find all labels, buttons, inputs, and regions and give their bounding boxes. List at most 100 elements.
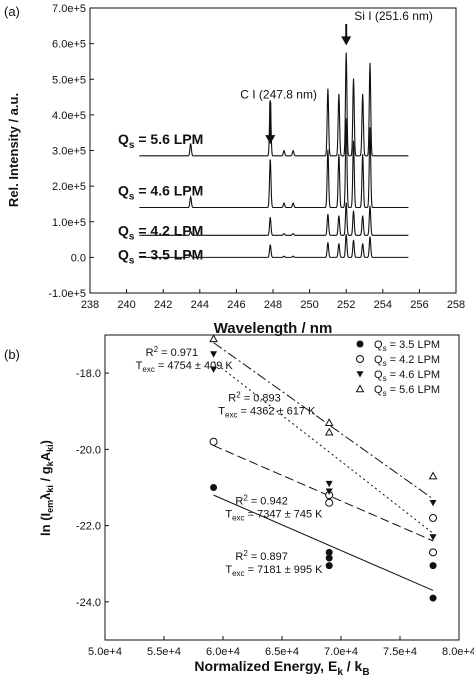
data-point-filled-triangle — [356, 371, 364, 378]
regression-line — [213, 445, 434, 542]
series-label: Qs = 5.6 LPM — [118, 131, 203, 151]
y-tick-label: 4.0e+5 — [52, 110, 86, 122]
y-tick-label: 7.0e+5 — [52, 3, 86, 15]
regression-line — [213, 361, 434, 534]
excitation-temperature-label: Texc = 4754 ± 409 K — [136, 360, 234, 374]
series-label: Qs = 3.5 LPM — [118, 247, 203, 267]
x-tick-label: 246 — [227, 299, 245, 311]
y-tick-label: -20.0 — [76, 444, 101, 456]
r-squared-label: R2 = 0.893 — [228, 391, 280, 405]
data-point-open-triangle — [209, 334, 218, 343]
legend-entry: Qs = 5.6 LPM — [374, 384, 440, 398]
legend-entry: Qs = 3.5 LPM — [374, 339, 440, 353]
peak-annotation: Si I (251.6 nm) — [354, 9, 433, 23]
data-point-filled-triangle — [210, 351, 218, 358]
data-point-filled-circle — [429, 562, 437, 570]
data-point-open-circle — [325, 498, 334, 507]
panel-b-y-axis-label: ln (Iemλki / gkAki) — [38, 440, 55, 536]
x-tick-label: 242 — [154, 299, 172, 311]
panel-a-label: (a) — [4, 4, 20, 19]
y-tick-label: 0.0 — [71, 252, 86, 264]
spectrum-line — [139, 52, 409, 157]
panel-b-x-axis-label: Normalized Energy, Ek / kB — [194, 658, 369, 677]
y-tick-label: -24.0 — [76, 597, 101, 609]
data-point-open-circle — [429, 548, 438, 557]
x-tick-label: 7.0e+4 — [324, 646, 358, 658]
y-tick-label: 6.0e+5 — [52, 39, 86, 51]
x-tick-label: 248 — [264, 299, 282, 311]
spectrum-line — [139, 202, 409, 236]
data-point-filled-circle — [325, 562, 333, 570]
x-tick-label: 250 — [300, 299, 318, 311]
x-tick-label: 258 — [447, 299, 465, 311]
x-tick-label: 256 — [410, 299, 428, 311]
panel-a-spectrum-chart: (a) 238 240 242 244 246 248 250 252 254 256 258 -1.… — [4, 3, 465, 337]
x-tick-label: 7.5e+4 — [383, 646, 417, 658]
excitation-temperature-label: Texc = 7347 ± 745 K — [225, 509, 323, 523]
y-tick-label: 5.0e+5 — [52, 74, 86, 86]
y-tick-label: 3.0e+5 — [52, 146, 86, 158]
data-point-open-triangle — [355, 384, 365, 393]
data-point-open-circle — [429, 514, 438, 522]
panel-a-x-axis-label: Wavelength / nm — [214, 320, 333, 337]
spectrum-line — [139, 234, 409, 258]
data-point-filled-triangle — [210, 366, 218, 373]
data-point-filled-triangle — [325, 488, 333, 495]
data-point-filled-triangle — [429, 534, 437, 541]
data-point-open-triangle — [324, 418, 334, 426]
x-tick-label: 254 — [374, 299, 392, 311]
regression-line — [213, 342, 434, 500]
y-tick-label: -18.0 — [76, 368, 101, 380]
x-tick-label: 252 — [337, 299, 355, 311]
r-squared-label: R2 = 0.897 — [235, 549, 287, 563]
panel-a-series-labels: Qs = 5.6 LPM Qs = 4.6 LPM Qs = 4.2 LPM Qs =… — [118, 131, 203, 267]
spectrum-line — [139, 118, 409, 209]
r-squared-label: R2 = 0.971 — [146, 345, 198, 359]
x-tick-label: 6.0e+4 — [206, 646, 240, 658]
y-tick-label: -1.0e+5 — [48, 288, 86, 300]
series-label: Qs = 4.6 LPM — [118, 182, 203, 202]
y-tick-label: 2.0e+5 — [52, 181, 86, 193]
panel-b-fit-lines — [213, 342, 434, 591]
x-tick-label: 240 — [117, 299, 135, 311]
y-tick-label: -22.0 — [76, 521, 101, 533]
excitation-temperature-label: Texc = 4362 ± 617 K — [218, 406, 316, 420]
data-point-filled-circle — [429, 594, 437, 602]
panel-b-data-points — [209, 334, 438, 602]
data-point-filled-circle — [325, 554, 333, 562]
panel-a-axes: 238 240 242 244 246 248 250 252 254 256 258 -1.0e+5… — [48, 3, 465, 311]
data-point-filled-triangle — [325, 480, 333, 488]
legend-entry: Qs = 4.6 LPM — [374, 369, 440, 383]
annotation-arrow-head — [265, 135, 276, 145]
data-point-open-circle — [356, 355, 364, 363]
annotation-arrow-head — [341, 36, 352, 46]
data-point-open-triangle — [428, 471, 438, 480]
regression-line — [213, 494, 434, 591]
panel-a-spectra — [139, 52, 409, 258]
peak-annotation: C I (247.8 nm) — [240, 87, 317, 101]
x-tick-label: 8.0e+4 — [442, 646, 474, 658]
x-tick-label: 238 — [81, 299, 99, 311]
panel-a-y-axis-label: Rel. Intensity / a.u. — [6, 93, 21, 207]
series-label: Qs = 4.2 LPM — [118, 223, 203, 243]
x-tick-label: 5.5e+4 — [147, 646, 181, 658]
data-point-filled-circle — [210, 484, 218, 491]
data-point-filled-circle — [356, 340, 364, 348]
x-tick-label: 6.5e+4 — [265, 646, 299, 658]
legend-entry: Qs = 4.2 LPM — [374, 354, 440, 368]
y-tick-label: 1.0e+5 — [52, 217, 86, 229]
excitation-temperature-label: Texc = 7181 ± 995 K — [225, 564, 323, 578]
x-tick-label: 5.0e+4 — [88, 646, 122, 658]
r-squared-label: R2 = 0.942 — [235, 494, 287, 508]
panel-b-boltzmann-plot: (b) 5.0e+4 5.5e+4 6.0e+4 6.5e+4 7.0e+4 7.5e+4… — [4, 334, 474, 677]
panel-b-label: (b) — [4, 347, 20, 362]
panel-a-annotations: C I (247.8 nm) Si I (251.6 nm) — [240, 9, 433, 145]
data-point-filled-circle — [325, 548, 333, 556]
data-point-open-circle — [209, 437, 218, 446]
data-point-filled-triangle — [429, 499, 437, 507]
x-tick-label: 244 — [191, 299, 209, 311]
data-point-open-triangle — [324, 427, 334, 436]
